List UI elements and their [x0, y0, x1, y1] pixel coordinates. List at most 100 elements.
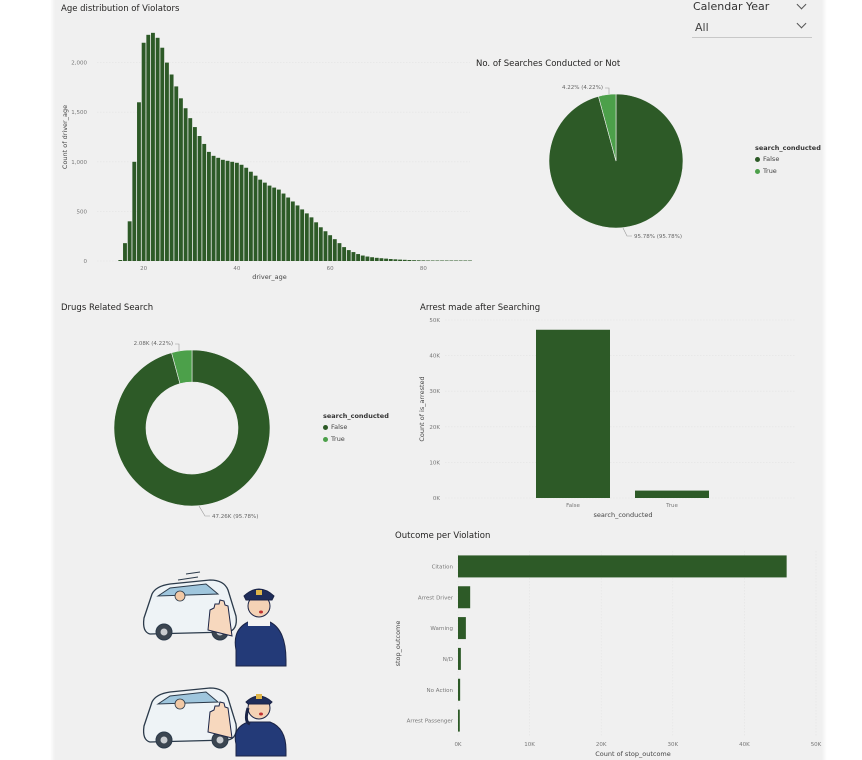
age-bar[interactable]	[454, 260, 458, 262]
age-bar[interactable]	[444, 260, 449, 262]
age-bar[interactable]	[379, 258, 384, 261]
age-bar[interactable]	[127, 221, 132, 261]
legend-item-false[interactable]: False	[323, 423, 389, 431]
age-bar[interactable]	[206, 151, 211, 261]
y-tick-label: 0	[84, 259, 88, 265]
drugs-donut-chart[interactable]: 47.26K (95.78%) 2.08K (4.22%)	[55, 290, 822, 550]
age-bar[interactable]	[165, 62, 169, 261]
age-bar[interactable]	[248, 171, 253, 261]
age-bar[interactable]	[183, 108, 188, 262]
arrest-bar-true[interactable]	[635, 490, 709, 498]
age-bar[interactable]	[416, 260, 421, 261]
y-axis-title: stop_outcome	[394, 621, 402, 667]
legend-item-false[interactable]: False	[755, 155, 821, 163]
age-bar[interactable]	[440, 260, 444, 262]
age-bar[interactable]	[370, 257, 375, 261]
age-bar[interactable]	[258, 179, 263, 261]
age-bar[interactable]	[281, 193, 286, 261]
age-bar[interactable]	[160, 47, 165, 261]
age-bar[interactable]	[323, 231, 328, 261]
age-distribution-chart[interactable]: 0 500 1,000 1,500 2,000 20 40 60 80 driver_age Cou…	[55, 0, 822, 300]
age-bar[interactable]	[262, 182, 267, 261]
age-bar[interactable]	[230, 161, 235, 261]
outcome-bar[interactable]	[458, 555, 787, 578]
age-bar[interactable]	[328, 235, 333, 261]
age-bar[interactable]	[169, 74, 174, 261]
age-bar[interactable]	[412, 260, 416, 261]
age-bar[interactable]	[318, 227, 323, 261]
age-bar[interactable]	[468, 260, 472, 262]
age-bar[interactable]	[286, 197, 291, 261]
age-bar[interactable]	[216, 157, 221, 261]
age-bar[interactable]	[407, 260, 412, 261]
age-bar[interactable]	[300, 209, 305, 261]
age-bar[interactable]	[402, 259, 407, 261]
age-bar[interactable]	[276, 189, 281, 261]
age-bar[interactable]	[458, 260, 463, 262]
age-bar[interactable]	[332, 239, 337, 261]
outcome-bar-chart[interactable]: 0K 10K 20K 30K 40K 50K Citation Arrest Driver Wa…	[55, 520, 822, 760]
age-bar[interactable]	[220, 159, 225, 261]
age-bar[interactable]	[188, 118, 193, 261]
outcome-bar[interactable]	[458, 586, 471, 609]
pie-slice-false[interactable]	[113, 349, 271, 507]
age-bar[interactable]	[123, 243, 127, 261]
age-bar[interactable]	[360, 255, 365, 261]
age-bar[interactable]	[463, 260, 468, 262]
age-bar[interactable]	[365, 256, 370, 261]
age-bar[interactable]	[342, 247, 347, 261]
age-bar[interactable]	[295, 205, 300, 261]
age-bar[interactable]	[151, 32, 155, 262]
age-bar[interactable]	[421, 260, 426, 261]
age-bar[interactable]	[253, 175, 258, 261]
outcome-bar[interactable]	[458, 647, 461, 670]
age-bar[interactable]	[178, 98, 183, 261]
age-bar[interactable]	[244, 167, 249, 261]
age-bar[interactable]	[192, 127, 197, 261]
outcome-bar[interactable]	[458, 709, 460, 732]
age-bar[interactable]	[225, 160, 230, 261]
data-label: 4.22% (4.22%)	[562, 85, 603, 91]
age-bar[interactable]	[141, 42, 146, 262]
age-bar[interactable]	[346, 250, 351, 261]
age-bar[interactable]	[309, 217, 314, 261]
age-bar[interactable]	[426, 260, 430, 262]
age-bar[interactable]	[174, 86, 179, 262]
age-bar[interactable]	[337, 243, 342, 261]
age-bar[interactable]	[267, 185, 272, 261]
legend-item-true[interactable]: True	[323, 435, 389, 443]
y-tick-label: No Action	[427, 688, 454, 694]
age-bar[interactable]	[239, 164, 244, 261]
age-bar[interactable]	[146, 34, 151, 261]
outcome-bar[interactable]	[458, 678, 461, 701]
age-bar[interactable]	[314, 222, 319, 261]
age-bar[interactable]	[435, 260, 440, 262]
age-bar[interactable]	[234, 162, 239, 261]
age-bar[interactable]	[155, 37, 160, 261]
age-bar[interactable]	[374, 257, 379, 261]
age-bar[interactable]	[202, 143, 207, 261]
age-bar[interactable]	[211, 155, 216, 261]
age-bar[interactable]	[356, 254, 361, 261]
age-bar[interactable]	[132, 161, 137, 261]
age-bar[interactable]	[384, 258, 389, 261]
legend-item-true[interactable]: True	[755, 167, 821, 175]
pie-slice-true[interactable]	[598, 93, 617, 162]
age-bar[interactable]	[393, 259, 398, 261]
pie-slice-true[interactable]	[171, 349, 193, 384]
age-bar[interactable]	[430, 260, 435, 262]
age-bar[interactable]	[290, 201, 295, 261]
age-bar[interactable]	[304, 213, 309, 261]
age-bar[interactable]	[398, 259, 402, 261]
searches-pie-chart[interactable]: 95.78% (95.78%) 4.22% (4.22%)	[55, 0, 822, 300]
age-bar[interactable]	[388, 259, 393, 261]
age-bar[interactable]	[449, 260, 454, 262]
age-bar[interactable]	[118, 260, 123, 261]
age-bar[interactable]	[137, 102, 141, 261]
arrest-bar-false[interactable]	[536, 329, 610, 498]
age-bar[interactable]	[351, 252, 356, 261]
age-bar[interactable]	[197, 136, 202, 261]
outcome-bar[interactable]	[458, 617, 466, 640]
age-bar[interactable]	[272, 187, 277, 261]
